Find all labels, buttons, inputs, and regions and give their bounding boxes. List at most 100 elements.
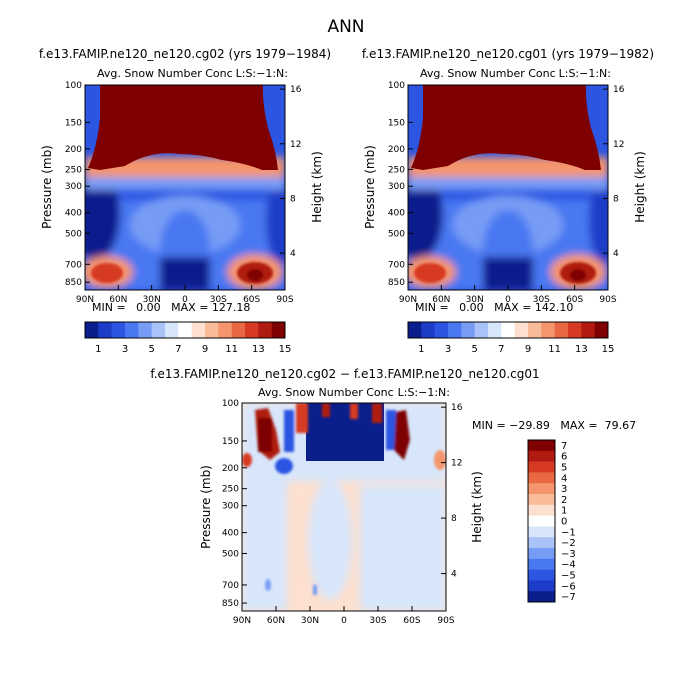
panel-2-ytick-label: 100: [388, 81, 405, 91]
panel-1-x-axis: 90N 60N 30N 0 30S 60S 90S: [76, 285, 294, 305]
panel-3-xtick-label: 0: [341, 616, 347, 626]
panel-1-colorbar-swatch: [111, 322, 126, 338]
panel-3-colorbar-swatch: [528, 440, 555, 452]
panel-3-colorbar-label: 1: [561, 506, 567, 517]
panel-2-colorbar-label: 1: [418, 344, 424, 355]
panel-3-subtitle: Avg. Snow Number Conc: [258, 386, 394, 399]
panel-1-xtick-label: 60N: [109, 295, 127, 305]
panel-2-subtitle: Avg. Snow Number Conc: [420, 67, 556, 80]
panel-2-colorbar-swatch: [501, 322, 515, 338]
panel-1-ytick-label: 100: [65, 81, 82, 91]
panel-2-colorbar-frame: [407, 321, 609, 339]
panel-2-minmax: MIN = 0.00 MAX = 142.10: [415, 301, 573, 314]
panel-1-colorbar-swatch: [85, 322, 99, 338]
panel-2-xtick-label: 90S: [599, 295, 616, 305]
panel-1-colorbar-swatch: [218, 322, 232, 338]
panel-1-colorbar-swatch: [245, 322, 259, 338]
panel-2-colorbar-swatch: [488, 322, 502, 338]
panel-2-colorbar-swatch: [421, 322, 435, 338]
panel-1-colorbar: 1 3 5 7 9 11 13 15: [84, 321, 292, 355]
panel-3-colorbar-swatch: [528, 526, 555, 538]
panel-3-colorbar-label: 4: [561, 473, 567, 484]
panel-3-colorbar-label: −2: [561, 538, 576, 549]
panel-3-y2tick-label: 8: [451, 514, 457, 524]
panel-3-ytick-label: 300: [222, 502, 239, 512]
panel-1-colorbar-swatch: [178, 322, 192, 338]
page-title: ANN: [327, 17, 364, 37]
panel-1-colorbar-swatch: [165, 322, 179, 338]
panel-2-colorbar-swatch: [528, 322, 542, 338]
panel-1-colorbar-label: 15: [279, 344, 292, 355]
panel-1-colorbar-label: 7: [175, 344, 181, 355]
panel-2-colorbar-swatch: [541, 322, 555, 338]
panel-2-xtick-label: 60S: [566, 295, 583, 305]
panel-3-colorbar-swatch: [528, 450, 555, 462]
panel-2-xtick-label: 30N: [466, 295, 484, 305]
panel-1-xtick-label: 90S: [276, 295, 293, 305]
panel-1-y2tick-label: 4: [290, 249, 296, 259]
panel-1-colorbar-label: 13: [252, 344, 265, 355]
panel-2-units: L:S:−1:N:: [559, 67, 611, 80]
panel-3-y2label: Height (km): [470, 471, 484, 542]
panel-1-colorbar-swatch: [98, 322, 112, 338]
panel-2-ytick-label: 300: [388, 182, 405, 192]
panel-1-colorbar-label: 5: [148, 344, 154, 355]
panel-3-xtick-label: 90S: [437, 616, 454, 626]
panel-3-colorbar-swatch: [528, 569, 555, 581]
panel-2-colorbar-label: 9: [525, 344, 531, 355]
panel-2-colorbar-swatch: [568, 322, 582, 338]
panel-2-ytick-label: 500: [388, 229, 405, 239]
panel-1-colorbar-label: 1: [95, 344, 101, 355]
panel-3-colorbar-label: −3: [561, 549, 576, 560]
panel-3-ytick-label: 150: [222, 437, 239, 447]
panel-3-colorbar-swatch: [528, 472, 555, 484]
panel-1-units: L:S:−1:N:: [236, 67, 288, 80]
panel-3-colorbar-swatch: [528, 558, 555, 570]
panel-3-colorbar-swatch: [528, 580, 555, 592]
panel-1-colorbar-swatch: [258, 322, 272, 338]
panel-2-ytick-label: 850: [388, 278, 405, 288]
panel-1-colorbar-swatch: [205, 322, 219, 338]
panel-2-colorbar-label: 11: [548, 344, 561, 355]
panel-2-y2tick-label: 4: [613, 249, 619, 259]
panel-2-y2tick-label: 16: [613, 85, 625, 95]
panel-1-ytick-label: 300: [65, 182, 82, 192]
panel-3-ytick-label: 850: [222, 599, 239, 609]
panel-3-colorbar-label: 2: [561, 495, 567, 506]
panel-2-colorbar-swatch: [594, 322, 609, 338]
panel-3-colorbar-label: −7: [561, 592, 576, 603]
panel-3-colorbar-label: 0: [561, 517, 567, 528]
panel-3-ytick-label: 250: [222, 485, 239, 495]
panel-2-y-axis: 100 150 200 250 300 400 500 700 850: [388, 81, 413, 288]
panel-3-colorbar-label: −5: [561, 571, 576, 582]
panel-2-plot-area: [408, 85, 608, 290]
panel-1-xtick-label: 30S: [210, 295, 227, 305]
panel-2-x-axis: 90N 60N 30N 0 30S 60S 90S: [399, 285, 617, 305]
panel-3-colorbar-label: −1: [561, 527, 576, 538]
panel-2-colorbar-swatch: [448, 322, 462, 338]
panel-1-subtitle: Avg. Snow Number Conc: [97, 67, 233, 80]
panel-3-colorbar-swatch: [528, 537, 555, 549]
panel-3-units: L:S:−1:N:: [398, 386, 450, 399]
panel-3-minmax: MIN = −29.89 MAX = 79.67: [472, 419, 636, 432]
panel-1-y2tick-label: 16: [290, 85, 302, 95]
panel-2-colorbar: 1 3 5 7 9 11 13 15: [407, 321, 614, 355]
panel-2-xtick-label: 90N: [399, 295, 417, 305]
panel-2-colorbar-swatch: [581, 322, 595, 338]
panel-1-colorbar-swatch: [125, 322, 139, 338]
panel-1: f.e13.FAMIP.ne120_ne120.cg02 (yrs 1979−1…: [39, 47, 331, 355]
panel-1-plot-area: [85, 85, 285, 290]
panel-1-ytick-label: 250: [65, 165, 82, 175]
panel-3-xtick-label: 30S: [369, 616, 386, 626]
panel-3-xtick-label: 90N: [233, 616, 251, 626]
panel-3-colorbar-label: −6: [561, 581, 576, 592]
panel-2-ytick-label: 700: [388, 260, 405, 270]
panel-1-colorbar-swatch: [231, 322, 246, 338]
panel-1-xtick-label: 0: [182, 295, 188, 305]
panel-2-colorbar-label: 5: [471, 344, 477, 355]
panel-1-title: f.e13.FAMIP.ne120_ne120.cg02 (yrs 1979−1…: [39, 47, 331, 61]
panel-2-colorbar-label: 7: [498, 344, 504, 355]
panel-3-xtick-label: 60S: [403, 616, 420, 626]
panel-1-xtick-label: 60S: [243, 295, 260, 305]
